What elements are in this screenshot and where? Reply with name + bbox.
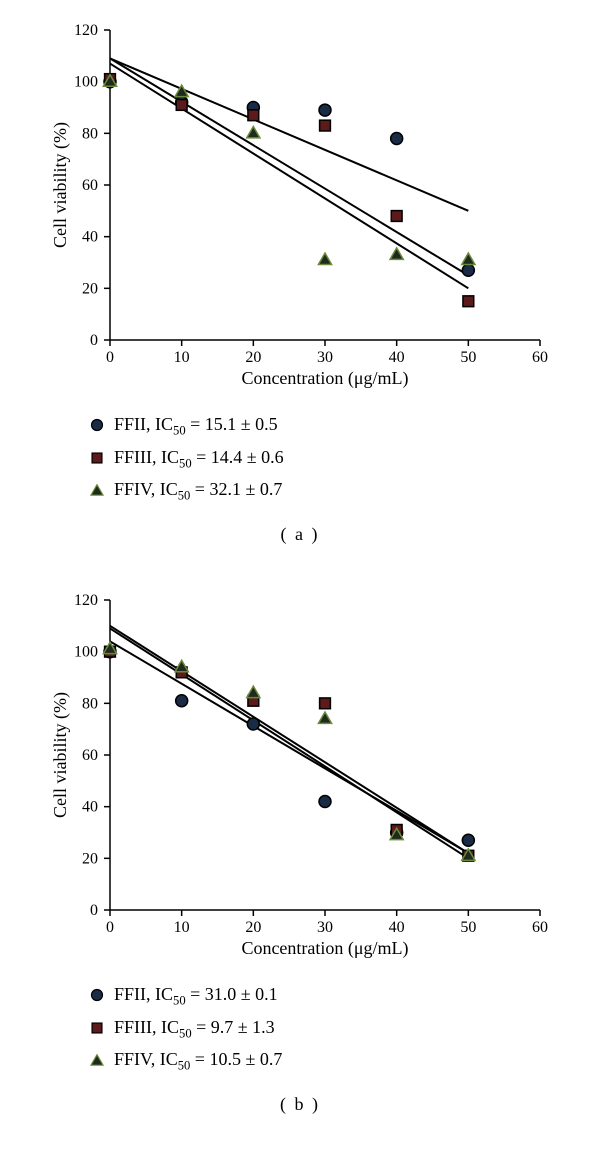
svg-text:20: 20 [245,349,261,366]
svg-text:30: 30 [317,349,333,366]
scatter-chart: 0 10 20 30 40 50 60 0 20 40 60 80 100 120 Concentratio… [50,590,550,960]
legend-item: FFIV, IC50 = 32.1 ± 0.7 [90,475,550,506]
svg-text:0: 0 [90,332,98,349]
svg-text:20: 20 [82,280,98,297]
svg-text:10: 10 [174,919,190,936]
legend-marker-icon [90,451,104,465]
svg-text:40: 40 [82,229,98,246]
svg-text:60: 60 [532,919,548,936]
chart-legend: FFII, IC50 = 31.0 ± 0.1FFIII, IC50 = 9.7… [90,980,550,1076]
legend-label: FFII, IC50 = 15.1 ± 0.5 [114,410,278,441]
legend-label: FFIII, IC50 = 9.7 ± 1.3 [114,1013,275,1044]
legend-item: FFII, IC50 = 31.0 ± 0.1 [90,980,550,1011]
svg-text:80: 80 [82,125,98,142]
svg-text:50: 50 [460,349,476,366]
legend-marker-icon [90,418,104,432]
chart-wrap: 0 10 20 30 40 50 60 0 20 40 60 80 100 120 Concentratio… [50,20,550,390]
figure-panel: 0 10 20 30 40 50 60 0 20 40 60 80 100 120 Concentratio… [50,590,550,1115]
legend-label: FFIV, IC50 = 10.5 ± 0.7 [114,1045,282,1076]
svg-text:20: 20 [82,850,98,867]
svg-text:60: 60 [82,177,98,194]
figure-panel: 0 10 20 30 40 50 60 0 20 40 60 80 100 120 Concentratio… [50,20,550,545]
svg-text:50: 50 [460,919,476,936]
legend-marker-icon [90,484,104,498]
svg-text:100: 100 [74,74,98,91]
svg-text:10: 10 [174,349,190,366]
svg-text:0: 0 [90,902,98,919]
legend-item: FFIII, IC50 = 14.4 ± 0.6 [90,443,550,474]
svg-text:120: 120 [74,22,98,39]
svg-text:30: 30 [317,919,333,936]
legend-marker-icon [90,988,104,1002]
page-root: { "chart_defaults": { "plot_w": 430, "pl… [0,0,600,1156]
panel-caption: ( a ) [50,524,550,545]
chart-wrap: 0 10 20 30 40 50 60 0 20 40 60 80 100 120 Concentratio… [50,590,550,960]
scatter-chart: 0 10 20 30 40 50 60 0 20 40 60 80 100 120 Concentratio… [50,20,550,390]
chart-legend: FFII, IC50 = 15.1 ± 0.5FFIII, IC50 = 14.… [90,410,550,506]
legend-label: FFIV, IC50 = 32.1 ± 0.7 [114,475,282,506]
svg-text:Concentration (μg/mL): Concentration (μg/mL) [241,938,408,959]
svg-text:0: 0 [106,349,114,366]
svg-text:40: 40 [82,799,98,816]
svg-text:40: 40 [389,349,405,366]
legend-item: FFIV, IC50 = 10.5 ± 0.7 [90,1045,550,1076]
svg-text:40: 40 [389,919,405,936]
legend-item: FFIII, IC50 = 9.7 ± 1.3 [90,1013,550,1044]
legend-marker-icon [90,1021,104,1035]
svg-text:20: 20 [245,919,261,936]
legend-label: FFII, IC50 = 31.0 ± 0.1 [114,980,278,1011]
svg-text:Cell viability (%): Cell viability (%) [50,692,71,818]
svg-text:100: 100 [74,644,98,661]
svg-text:60: 60 [82,747,98,764]
panel-caption: ( b ) [50,1094,550,1115]
legend-marker-icon [90,1054,104,1068]
svg-text:Concentration (μg/mL): Concentration (μg/mL) [241,368,408,389]
svg-text:0: 0 [106,919,114,936]
svg-text:120: 120 [74,592,98,609]
legend-item: FFII, IC50 = 15.1 ± 0.5 [90,410,550,441]
svg-text:80: 80 [82,695,98,712]
legend-label: FFIII, IC50 = 14.4 ± 0.6 [114,443,284,474]
svg-text:Cell viability (%): Cell viability (%) [50,122,71,248]
svg-text:60: 60 [532,349,548,366]
